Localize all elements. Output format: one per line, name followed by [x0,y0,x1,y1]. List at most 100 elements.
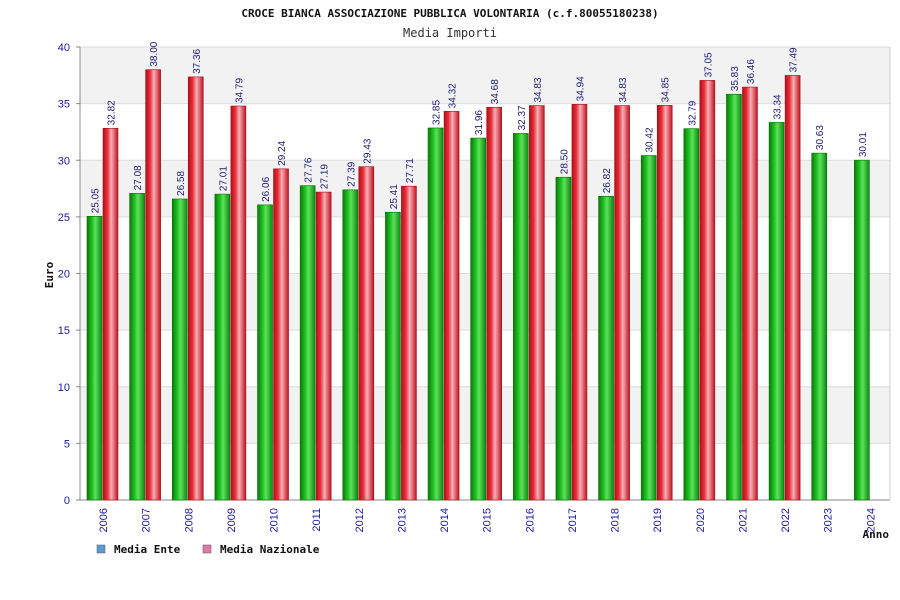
bar-media-nazionale-2007 [145,69,161,501]
data-label: 32.82 [107,100,118,125]
x-tick-label: 2016 [524,508,536,532]
bar-media-ente-2011 [299,185,316,501]
bar-media-nazionale-2010 [273,168,289,501]
x-tick-label: 2013 [396,508,408,532]
data-label: 26.58 [176,171,187,196]
data-label: 30.63 [815,125,826,150]
data-label: 34.83 [618,77,629,102]
y-tick-label: 40 [58,42,70,54]
bars [86,69,870,501]
x-tick-label: 2014 [439,508,451,532]
data-label: 32.37 [517,105,528,130]
chart-title: CROCE BIANCA ASSOCIAZIONE PUBBLICA VOLON… [241,7,658,20]
x-tick-label: 2018 [610,508,622,532]
bar-media-nazionale-2013 [401,185,417,501]
bar-media-nazionale-2012 [358,166,375,501]
x-tick-label: 2024 [865,508,877,532]
y-tick-label: 35 [58,99,70,111]
bar-media-ente-2024 [854,159,870,501]
bar-media-ente-2013 [385,211,401,501]
data-label: 36.46 [746,59,757,84]
bar-media-nazionale-2021 [742,86,758,501]
bar-media-ente-2018 [598,195,614,501]
legend-label-media-ente: Media Ente [114,543,181,556]
y-tick-label: 10 [58,382,70,394]
legend-swatch-media-ente [96,544,106,554]
bar-media-ente-2022 [768,122,785,501]
x-tick-label: 2022 [780,508,792,532]
y-tick-label: 15 [58,325,70,337]
data-labels: 25.05 32.82 27.08 38.00 26.58 37.36 27.01 34.79… [91,41,869,213]
chart-subtitle: Media Importi [403,26,497,40]
bar-media-nazionale-2015 [486,106,502,501]
bar-media-nazionale-2016 [529,105,545,501]
bar-media-ente-2021 [726,93,742,501]
y-tick-label: 0 [64,495,70,507]
y-axis-title: Euro [43,261,56,288]
legend-swatch-media-nazionale [202,544,212,554]
data-label: 27.39 [346,161,357,186]
y-tick-label: 25 [58,212,70,224]
data-label: 33.34 [773,94,784,119]
data-label: 34.68 [490,79,501,104]
bar-media-ente-2006 [86,216,103,501]
x-axis-title: Anno [863,528,890,541]
bar-media-nazionale-2018 [614,105,630,501]
data-label: 34.94 [575,76,586,101]
bar-media-ente-2008 [171,198,188,501]
data-label: 26.82 [602,168,613,193]
bar-media-ente-2015 [470,137,486,501]
data-label: 29.24 [277,140,288,165]
x-tick-label: 2019 [652,508,664,532]
data-label: 31.96 [474,110,485,135]
bar-media-nazionale-2019 [656,105,673,501]
x-tick-label: 2012 [354,508,366,532]
data-label: 25.41 [389,184,400,209]
x-tick-label: 2008 [183,508,195,532]
x-tick-label: 2010 [269,508,281,532]
bar-media-ente-2012 [342,189,359,501]
x-tick-label: 2007 [141,508,153,532]
data-label: 38.00 [149,41,160,66]
bar-media-nazionale-2009 [230,105,247,501]
x-tick-label: 2020 [695,508,707,532]
y-axis-ticks: 0 5 10 15 20 25 30 35 40 [58,42,70,507]
bar-media-nazionale-2022 [784,75,801,501]
bar-media-ente-2023 [811,152,828,501]
data-label: 27.19 [320,164,331,189]
data-label: 28.50 [559,149,570,174]
bar-media-ente-2017 [555,176,572,501]
x-axis-ticks: 2006 2007 2008 2009 2010 2011 2012 2013 2014 2015… [98,508,877,532]
y-tick-label: 5 [64,438,70,450]
bar-media-ente-2016 [513,133,529,501]
data-label: 30.01 [858,132,869,157]
data-label: 27.76 [304,157,315,182]
bar-media-nazionale-2008 [187,76,204,501]
bar-media-nazionale-2017 [571,104,588,501]
legend-label-media-nazionale: Media Nazionale [220,543,320,556]
bar-media-nazionale-2011 [315,191,332,501]
data-label: 37.05 [703,52,714,77]
bar-media-nazionale-2006 [102,128,119,501]
x-tick-label: 2017 [567,508,579,532]
data-label: 35.83 [730,66,741,91]
bar-media-nazionale-2020 [699,80,716,501]
data-label: 27.01 [218,166,229,191]
legend: Media Ente Media Nazionale [96,543,320,556]
bar-media-ente-2014 [427,127,444,501]
data-label: 34.32 [448,83,459,108]
data-label: 27.71 [405,158,416,183]
x-tick-label: 2009 [226,508,238,532]
y-tick-label: 20 [58,269,70,281]
bar-media-ente-2020 [683,128,700,501]
bar-media-nazionale-2014 [443,111,460,501]
x-tick-label: 2021 [737,508,749,532]
bar-media-ente-2019 [640,155,657,501]
bar-media-ente-2010 [257,204,273,501]
data-label: 37.36 [192,48,203,73]
bar-media-ente-2007 [129,193,145,501]
data-label: 29.43 [362,138,373,163]
bar-media-ente-2009 [214,193,231,501]
data-label: 32.79 [687,100,698,125]
